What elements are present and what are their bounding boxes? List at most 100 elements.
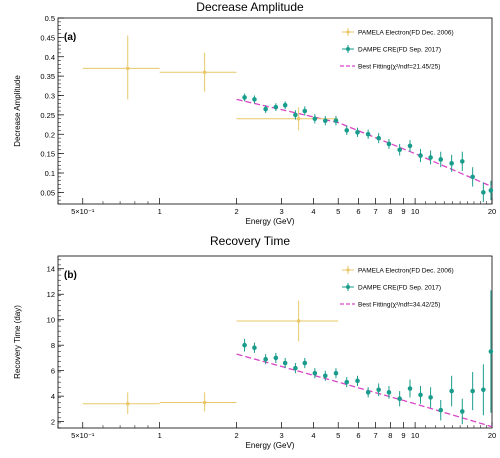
- dampe-point: [263, 354, 268, 365]
- dampe-point: [488, 290, 494, 413]
- dampe-marker: [407, 386, 413, 391]
- chart-panel-a: Decrease Amplitude (a) 0.05 0.1 0.15 0.2 0.25 0…: [13, 0, 496, 226]
- x-tick-label: 8: [388, 207, 392, 216]
- x-tick-label: 9: [401, 431, 405, 440]
- dampe-point: [333, 368, 339, 379]
- y-tick-label: 14: [47, 265, 55, 274]
- pamela-marker: [296, 116, 301, 121]
- dampe-point: [293, 363, 298, 374]
- pamela-marker: [202, 70, 207, 75]
- y-axis-label: Decrease Amplitude: [13, 75, 22, 147]
- plot-frame: [57, 255, 493, 429]
- y-tick-label: 0.35: [40, 72, 55, 81]
- x-tick-label: 5: [336, 207, 340, 216]
- dampe-point: [397, 143, 402, 156]
- dampe-point: [407, 140, 413, 152]
- y-tick-label: 0.4: [45, 53, 55, 62]
- dampe-point: [481, 364, 486, 416]
- x-tick-label: 7: [373, 431, 377, 440]
- dampe-point: [252, 95, 257, 104]
- y-tick-label: 6: [51, 367, 55, 376]
- dampe-point: [418, 385, 423, 404]
- dampe-point: [355, 127, 360, 137]
- y-tick-label: 10: [47, 316, 55, 325]
- dampe-point: [282, 357, 288, 369]
- dampe-marker: [386, 390, 392, 395]
- dampe-point: [282, 101, 288, 110]
- dampe-point: [273, 103, 279, 111]
- dampe-marker: [438, 157, 444, 162]
- x-tick-label: 3: [279, 431, 283, 440]
- dampe-marker: [252, 97, 257, 102]
- dampe-marker: [459, 159, 465, 164]
- dampe-marker: [481, 190, 486, 195]
- dampe-point: [459, 398, 465, 425]
- dampe-point: [376, 133, 381, 144]
- dampe-point: [470, 371, 475, 411]
- dampe-marker: [282, 360, 288, 366]
- x-tick-label: 20: [488, 431, 496, 440]
- legend: PAMELA Electron(FD Dec. 2006) DAMPE CRE(F…: [340, 28, 454, 71]
- dampe-point: [365, 387, 371, 398]
- dampe-marker: [322, 373, 328, 379]
- legend-marker-dampe: [346, 285, 350, 289]
- dampe-marker: [273, 355, 279, 361]
- pamela-marker: [296, 319, 301, 323]
- dampe-point: [428, 150, 433, 165]
- dampe-point: [302, 106, 308, 116]
- pamela-point: [159, 52, 237, 92]
- legend-label-pamela: PAMELA Electron(FD Dec. 2006): [358, 268, 454, 275]
- dampe-marker: [365, 131, 371, 137]
- dampe-marker: [263, 106, 268, 112]
- x-tick-label: 4: [311, 431, 315, 440]
- dampe-point: [252, 342, 257, 353]
- x-tick-label: 5: [336, 431, 340, 440]
- dampe-point: [438, 399, 444, 421]
- dampe-point: [312, 114, 318, 124]
- dampe-point: [293, 110, 298, 120]
- y-tick-label: 0.15: [40, 150, 55, 159]
- chart-title: Decrease Amplitude: [196, 0, 304, 14]
- pamela-point: [236, 107, 339, 131]
- dampe-point: [449, 154, 454, 172]
- dampe-marker: [242, 95, 247, 100]
- dampe-marker: [252, 345, 257, 351]
- dampe-point: [333, 116, 339, 126]
- legend-label-fit: Best Fitting(χ²/ndf=34.42/25): [358, 302, 440, 309]
- dampe-marker: [263, 356, 268, 362]
- dampe-marker: [418, 153, 423, 158]
- dampe-marker: [242, 342, 247, 348]
- dampe-marker: [386, 141, 392, 147]
- dampe-point: [242, 93, 247, 102]
- y-tick-label: 0.05: [40, 188, 55, 197]
- dampe-point: [386, 385, 392, 399]
- y-tick-label: 0.25: [40, 111, 55, 120]
- dampe-point: [322, 370, 328, 381]
- legend-label-pamela: PAMELA Electron(FD Dec. 2006): [358, 30, 454, 37]
- x-axis-label: Energy (GeV): [246, 217, 295, 226]
- dampe-marker: [302, 360, 308, 366]
- dampe-marker: [397, 396, 402, 401]
- dampe-point: [312, 368, 318, 379]
- dampe-marker: [365, 390, 371, 395]
- dampe-point: [488, 180, 494, 201]
- dampe-marker: [397, 147, 402, 153]
- dampe-point: [407, 379, 413, 398]
- dampe-point: [322, 116, 328, 126]
- dampe-marker: [333, 370, 339, 376]
- dampe-point: [376, 383, 381, 397]
- dampe-point: [470, 167, 475, 187]
- x-axis-label: Energy (GeV): [246, 441, 295, 450]
- dampe-marker: [428, 155, 433, 160]
- x-tick-label: 8: [388, 431, 392, 440]
- dampe-marker: [333, 118, 339, 123]
- dampe-point: [386, 138, 392, 149]
- fit-line: [236, 353, 493, 428]
- dampe-marker: [488, 188, 494, 193]
- dampe-marker: [481, 387, 486, 393]
- dampe-point: [355, 375, 360, 386]
- panel-label: (b): [64, 270, 77, 281]
- pamela-point: [82, 35, 160, 100]
